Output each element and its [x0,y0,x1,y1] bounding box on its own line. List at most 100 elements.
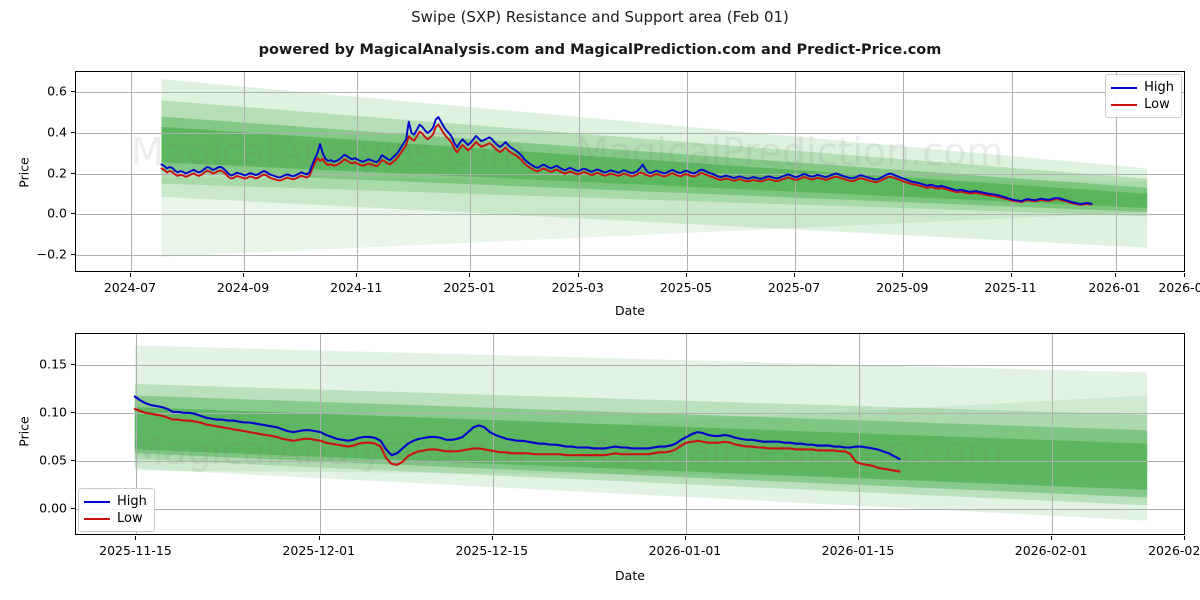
gridline-vertical [858,334,860,534]
x-tick-mark [577,273,579,277]
legend-label: Low [117,511,143,526]
page-subtitle: powered by MagicalAnalysis.com and Magic… [258,42,942,58]
series-group [133,395,901,473]
legend-swatch-low-icon [84,517,110,520]
y-tick-label: 0.05 [39,452,67,468]
gridline-horizontal [76,460,1184,462]
x-tick-label: 2024-11 [330,280,383,295]
gridline-vertical [319,334,321,534]
panel-bottom: Price MagicalAnalysis.comMagicalPredicti… [0,320,1200,600]
x-tick-mark [794,273,796,277]
axis-label-y-top: Price [16,157,32,188]
x-tick-mark [684,536,686,540]
x-tick-label: 2025-07 [767,280,821,295]
legend-label: Low [1144,97,1170,112]
y-tick-label: 0.00 [39,500,67,516]
y-tick-label: 0.0 [47,205,67,221]
y-tick-mark [71,508,75,510]
y-tick-mark [71,131,75,133]
gridline-horizontal [76,132,1184,134]
x-tick-mark [356,273,358,277]
legend-item-low[interactable]: Low [84,510,147,527]
legend-label: High [117,494,147,509]
gridline-horizontal [76,92,1184,94]
y-tick-mark [71,213,75,215]
x-tick-mark [1114,273,1116,277]
gridline-vertical [685,334,687,534]
y-tick-label: 0.6 [47,83,67,99]
band-group [134,345,1148,521]
gridline-vertical [903,72,905,271]
gridline-horizontal [76,173,1184,175]
y-tick-mark [71,172,75,174]
series-line-high [133,395,901,461]
x-tick-label: 2026-01 [1088,280,1141,295]
gridline-horizontal [76,412,1184,414]
gridline-horizontal [76,254,1184,256]
x-tick-mark [1184,273,1186,277]
y-tick-mark [71,363,75,365]
legend-swatch-high-icon [84,500,110,503]
gridline-vertical [1115,72,1117,271]
x-tick-mark [857,536,859,540]
x-tick-mark [129,273,131,277]
y-tick-label: 0.4 [47,124,67,140]
x-tick-label: 2026-02-15 [1148,543,1200,558]
x-tick-label: 2025-09 [876,280,929,295]
gridline-vertical [130,72,132,271]
gridline-vertical [1011,72,1013,271]
x-tick-mark [685,273,687,277]
x-tick-label: 2025-12-01 [282,543,356,558]
legend-swatch-high-icon [1111,86,1138,89]
legend-item-low[interactable]: Low [1111,96,1174,113]
x-tick-mark [902,273,904,277]
x-tick-label: 2025-11 [984,280,1037,295]
plot-area-top: MagicalAnalysis.comMagicalPrediction.com… [75,71,1185,272]
gridline-vertical [244,72,246,271]
legend-item-high[interactable]: High [84,493,147,510]
legend-swatch-low-icon [1111,103,1138,106]
x-tick-mark [1184,536,1186,540]
gridline-vertical [1052,334,1054,534]
x-tick-mark [1051,536,1053,540]
x-tick-mark [318,536,320,540]
x-tick-label: 2025-03 [551,280,604,295]
y-tick-label: 0.10 [39,404,67,420]
y-tick-mark [71,91,75,93]
gridline-vertical [795,72,797,271]
legend-top[interactable]: High Low [1105,74,1182,118]
x-tick-label: 2026-01-15 [821,543,895,558]
x-tick-label: 2025-12-15 [455,543,529,558]
series-line-low [160,123,1093,206]
band-rise [161,177,1148,257]
gridline-vertical [470,72,472,271]
legend-bottom[interactable]: High Low [78,488,155,532]
band-core [161,126,1148,209]
legend-item-high[interactable]: High [1111,79,1174,96]
axis-label-x-bottom: Date [615,568,645,583]
x-tick-label: 2026-01-01 [648,543,722,558]
y-tick-mark [71,411,75,413]
y-tick-mark [71,459,75,461]
x-tick-mark [469,273,471,277]
x-tick-label: 2025-01 [443,280,496,295]
plot-area-bottom: MagicalAnalysis.comMagicalPrediction.com… [75,333,1185,535]
y-tick-label: 0.2 [47,165,67,180]
series-group [160,116,1093,206]
y-tick-label: −0.2 [36,246,67,262]
axis-label-y-bottom: Price [16,416,32,447]
y-tick-mark [71,253,75,255]
x-tick-label: 2026-02-01 [1014,543,1088,558]
legend-label: High [1144,80,1174,95]
series-line-low [133,407,901,473]
gridline-vertical [136,334,138,534]
x-tick-mark [1010,273,1012,277]
x-tick-mark [135,536,137,540]
x-tick-label: 2026-03 [1158,280,1200,295]
x-tick-mark [491,536,493,540]
x-tick-label: 2024-07 [103,280,157,295]
gridline-horizontal [76,509,1184,511]
series-line-high [160,116,1093,205]
x-tick-label: 2025-11-15 [99,543,172,558]
